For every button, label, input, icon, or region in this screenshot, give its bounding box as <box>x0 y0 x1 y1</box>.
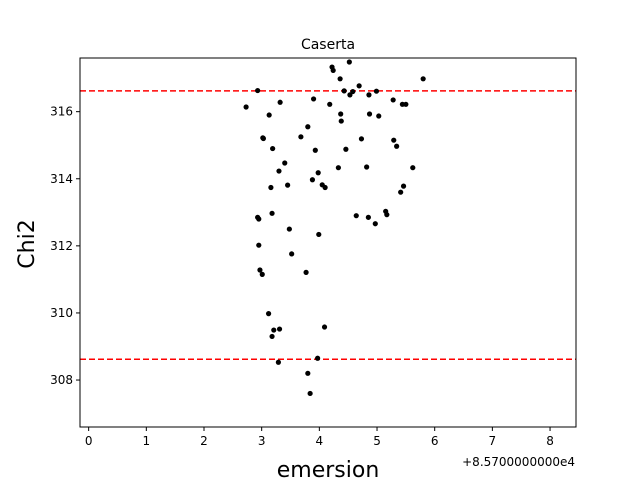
data-point <box>305 370 311 376</box>
data-point <box>305 124 311 130</box>
x-tick-label: 8 <box>546 434 554 448</box>
data-point <box>346 59 352 65</box>
data-point <box>298 134 304 140</box>
data-point <box>384 212 390 218</box>
data-point <box>309 177 316 183</box>
data-point <box>338 111 344 117</box>
y-axis-label: Chi2 <box>15 219 40 268</box>
data-point <box>335 165 341 171</box>
data-point <box>394 143 400 149</box>
data-point <box>341 88 347 94</box>
data-point <box>265 311 272 317</box>
data-point <box>391 137 397 143</box>
data-point <box>310 96 317 102</box>
plot-frame <box>79 57 577 428</box>
y-tick-label: 314 <box>50 172 73 186</box>
y-tick-label: 310 <box>50 306 73 320</box>
data-point <box>337 76 343 82</box>
data-point <box>275 359 281 365</box>
data-point <box>322 184 328 191</box>
plot-area: 0 1 2 3 4 5 6 7 8 308 310 312 314 316 <box>50 59 576 448</box>
data-point <box>315 355 321 361</box>
x-tick-label: 3 <box>258 434 266 448</box>
data-point <box>338 118 344 124</box>
data-point <box>256 242 262 248</box>
x-tick-label: 4 <box>316 434 324 448</box>
chart-title: Caserta <box>301 37 355 53</box>
y-tick-label: 312 <box>50 239 73 253</box>
data-point <box>420 76 426 82</box>
data-point <box>276 168 282 174</box>
data-point <box>366 111 373 117</box>
data-point <box>400 183 407 189</box>
x-tick-label: 5 <box>373 434 381 448</box>
data-point <box>353 213 359 219</box>
data-point <box>307 390 313 397</box>
data-point <box>276 326 283 332</box>
x-axis-offset-label: +8.5700000000e4 <box>462 455 575 469</box>
data-point <box>259 271 265 277</box>
x-tick-label: 7 <box>489 434 497 448</box>
data-point <box>277 99 283 105</box>
data-point <box>285 182 291 188</box>
x-tick-label: 0 <box>85 434 93 448</box>
data-point <box>365 214 371 220</box>
data-point <box>356 83 362 89</box>
data-point <box>403 101 409 107</box>
data-point <box>364 164 370 170</box>
data-point <box>269 210 275 216</box>
data-point <box>366 92 372 98</box>
data-point <box>255 87 261 94</box>
x-tick-label: 1 <box>143 434 151 448</box>
y-tick-label: 316 <box>50 105 73 119</box>
data-point <box>269 333 275 340</box>
data-point <box>321 324 328 330</box>
data-point <box>256 216 262 222</box>
data-point <box>286 226 292 232</box>
data-point <box>398 189 404 195</box>
data-point <box>282 160 288 166</box>
data-point <box>373 88 380 94</box>
data-point <box>390 97 396 103</box>
data-point <box>315 170 321 176</box>
data-point <box>376 113 382 119</box>
data-point <box>330 67 336 74</box>
x-tick-label: 6 <box>431 434 439 448</box>
data-point <box>327 101 333 107</box>
data-point <box>260 135 267 142</box>
x-axis-label: emersion <box>277 458 380 480</box>
data-point <box>270 145 276 152</box>
data-point <box>289 251 295 257</box>
data-point <box>243 104 249 110</box>
data-point <box>343 146 349 152</box>
data-point <box>257 267 263 273</box>
data-point <box>266 112 272 118</box>
data-point <box>303 269 309 275</box>
data-point <box>268 184 274 191</box>
y-tick-label: 308 <box>50 373 73 387</box>
data-point <box>350 88 356 95</box>
data-point <box>358 136 365 142</box>
data-point <box>271 327 277 333</box>
data-point <box>372 221 378 227</box>
data-point <box>312 147 318 153</box>
data-point <box>410 165 416 171</box>
x-tick-label: 2 <box>200 434 208 448</box>
data-point <box>316 231 322 238</box>
